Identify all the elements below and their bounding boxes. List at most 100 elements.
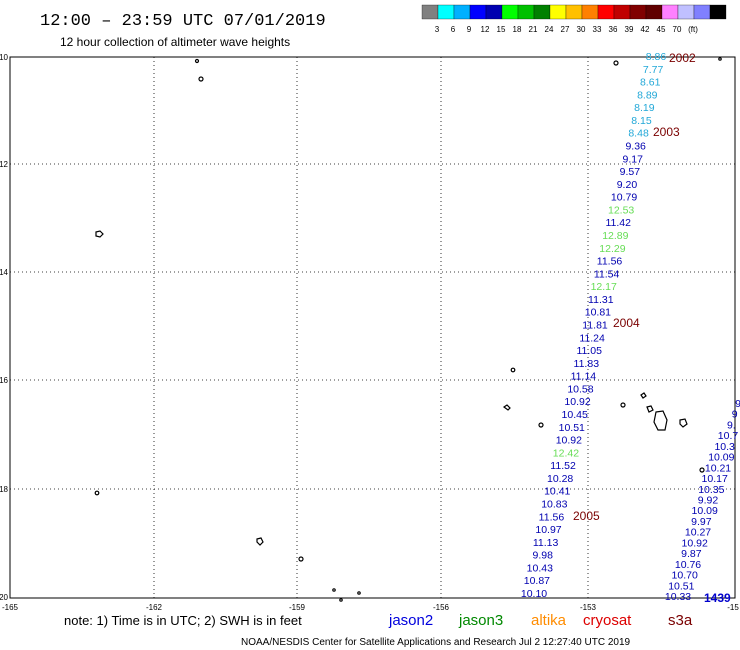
legend-swatch xyxy=(469,4,487,20)
wave-height-label: 10.58 xyxy=(567,383,593,395)
wave-height-label: 10.51 xyxy=(668,580,694,592)
wave-height-label: 7.77 xyxy=(643,64,664,76)
wave-height-label: 11.83 xyxy=(574,358,600,370)
longitude-tick-label: -153 xyxy=(580,603,597,612)
legend-label: 39 xyxy=(625,25,634,34)
wave-height-label: 10.35 xyxy=(698,484,724,496)
legend-label: 21 xyxy=(529,25,538,34)
wave-height-label: 11.31 xyxy=(588,294,614,306)
wave-height-label: 10.70 xyxy=(672,570,698,582)
island-outline xyxy=(510,367,516,373)
hour-marker: 2004 xyxy=(613,316,640,330)
legend-swatch xyxy=(517,4,535,20)
legend-label: 12 xyxy=(481,25,490,34)
island-outline xyxy=(613,60,619,66)
wave-height-label: 10.45 xyxy=(562,409,588,421)
island-outline xyxy=(640,392,647,399)
legend-label: 42 xyxy=(641,25,650,34)
wave-height-label: 10.3 xyxy=(714,441,735,453)
legend-swatch xyxy=(549,4,567,20)
island-outline xyxy=(95,230,104,238)
satellite-name: cryosat xyxy=(583,612,632,629)
wave-height-label: 11.05 xyxy=(576,345,602,357)
wave-height-label: 10.76 xyxy=(675,559,701,571)
wave-height-label: 10.10 xyxy=(521,588,547,600)
legend-swatch xyxy=(421,4,439,20)
wave-height-label: 10.09 xyxy=(692,505,718,517)
longitude-tick-label: -162 xyxy=(146,603,163,612)
latitude-tick-label: -12 xyxy=(0,160,9,169)
wave-height-label: 12.17 xyxy=(591,281,617,293)
legend-swatch xyxy=(501,4,519,20)
latitude-tick-label: -20 xyxy=(0,593,9,602)
wave-height-label: 10.09 xyxy=(708,452,734,464)
footer-credit: NOAA/NESDIS Center for Satellite Applica… xyxy=(241,637,631,648)
satellite-legend: jason2 jason3 altika cryosat s3a xyxy=(388,612,693,629)
legend-label: 9 xyxy=(467,25,472,34)
legend-label: 27 xyxy=(561,25,570,34)
wave-height-label: 9.20 xyxy=(617,179,638,191)
longitude-tick-label: -15 xyxy=(727,603,739,612)
legend-label: 3 xyxy=(435,25,440,34)
satellite-name: jason3 xyxy=(458,612,503,629)
map-subtitle: 12 hour collection of altimeter wave hei… xyxy=(60,35,290,49)
legend-label: 6 xyxy=(451,25,456,34)
legend-swatch xyxy=(437,4,455,20)
wave-height-label: 9.97 xyxy=(691,516,712,528)
longitude-tick-label: -165 xyxy=(2,603,19,612)
hour-marker: 2002 xyxy=(669,51,696,65)
wave-height-label: 9.17 xyxy=(623,153,644,165)
satellite-name: s3a xyxy=(668,612,693,629)
island-outline xyxy=(718,57,722,61)
island-outline xyxy=(653,410,668,431)
legend-label: 15 xyxy=(497,25,506,34)
legend-swatch xyxy=(645,4,663,20)
wave-height-label: 10.79 xyxy=(611,192,637,204)
legend-label: 18 xyxy=(513,25,522,34)
legend-swatch xyxy=(677,4,695,20)
satellite-name: altika xyxy=(531,612,567,629)
hour-marker: 1439 xyxy=(704,591,731,605)
legend-swatch xyxy=(709,4,727,20)
wave-height-label: 10.92 xyxy=(564,396,590,408)
wave-height-label: 11.54 xyxy=(594,268,620,280)
legend-label: 36 xyxy=(609,25,618,34)
legend-label: 70 xyxy=(673,25,682,34)
legend-swatch xyxy=(533,4,551,20)
wave-height-label: 9.57 xyxy=(620,166,641,178)
legend-label: 30 xyxy=(577,25,586,34)
wave-height-label: 10.92 xyxy=(682,537,708,549)
wave-height-label: 11.56 xyxy=(597,256,623,268)
wave-height-label: 11.56 xyxy=(539,511,565,523)
wave-height-label: 11.81 xyxy=(582,320,608,332)
lat-lon-gridlines xyxy=(10,57,735,598)
island-outline xyxy=(194,58,200,64)
satellite-name: jason2 xyxy=(388,612,433,629)
wave-height-label: 10.33 xyxy=(665,591,691,603)
island-outline xyxy=(339,598,343,602)
island-outline xyxy=(256,537,264,546)
wave-height-label: 8.86 xyxy=(646,51,667,63)
wave-height-label: 9.98 xyxy=(532,550,553,562)
island-outline xyxy=(94,490,100,496)
legend-swatch xyxy=(597,4,615,20)
wave-height-label: 10.7 xyxy=(718,430,739,442)
wave-height-label: 8.89 xyxy=(637,89,658,101)
latitude-tick-label: -10 xyxy=(0,53,9,62)
legend-swatch xyxy=(613,4,631,20)
wave-height-label: 12.29 xyxy=(599,243,625,255)
wave-height-label: 9.92 xyxy=(698,495,719,507)
legend-label: (ft) xyxy=(688,25,698,34)
legend-swatch xyxy=(581,4,599,20)
island-outline xyxy=(357,591,361,595)
island-outline xyxy=(502,404,511,411)
wave-height-label: 10.81 xyxy=(585,307,611,319)
wave-height-label: 9.36 xyxy=(625,141,646,153)
latitude-tick-label: -14 xyxy=(0,268,9,277)
wave-height-label: 8.61 xyxy=(640,77,661,89)
legend-swatch xyxy=(661,4,679,20)
legend-label: 45 xyxy=(657,25,666,34)
hour-marker: 2003 xyxy=(653,125,680,139)
wave-height-label: 11.14 xyxy=(571,371,597,383)
